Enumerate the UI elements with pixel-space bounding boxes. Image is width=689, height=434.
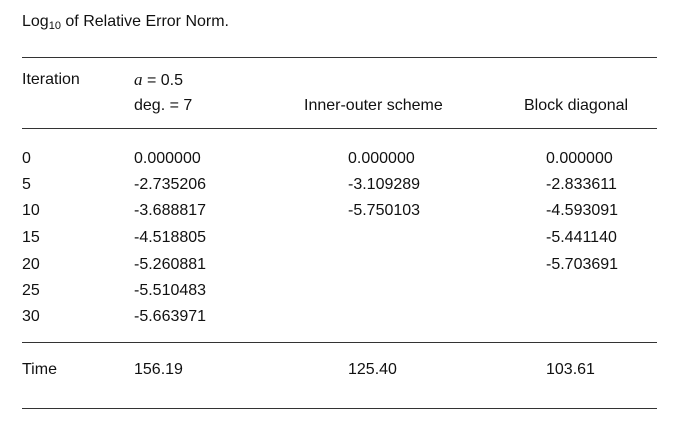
- iteration-cell: 5: [22, 176, 31, 193]
- time-poly: 156.19: [134, 361, 183, 378]
- time-block-diag: 103.61: [546, 361, 595, 378]
- time-inner-outer: 125.40: [348, 361, 397, 378]
- poly-cell: -4.518805: [134, 229, 207, 246]
- table-caption: Log10 of Relative Error Norm.: [22, 13, 229, 32]
- iteration-cell: 25: [22, 282, 40, 299]
- header-param: a = 0.5: [134, 70, 183, 91]
- iteration-cell: 0: [22, 150, 31, 167]
- caption-subscript: 10: [48, 20, 61, 32]
- inner-outer-cell: 0.000000: [348, 150, 415, 167]
- body-rule: [22, 342, 657, 343]
- poly-cell: -3.688817: [134, 202, 207, 219]
- iteration-cell: 15: [22, 229, 40, 246]
- poly-cell: -5.260881: [134, 256, 207, 273]
- block-diag-cell: 0.000000: [546, 150, 613, 167]
- header-rule: [22, 128, 657, 129]
- time-label: Time: [22, 361, 57, 378]
- block-diag-cell: -4.593091: [546, 202, 619, 219]
- block-diag-cell: -5.703691: [546, 256, 619, 273]
- block-diag-cell: -5.441140: [546, 229, 617, 246]
- header-iteration: Iteration: [22, 71, 80, 88]
- top-rule: [22, 57, 657, 58]
- iteration-cell: 30: [22, 308, 40, 325]
- iteration-cell: 10: [22, 202, 40, 219]
- caption-suffix: of Relative Error Norm.: [60, 13, 229, 30]
- header-degree: deg. = 7: [134, 97, 193, 114]
- caption-prefix: Log: [22, 13, 49, 30]
- poly-cell: -5.510483: [134, 282, 207, 299]
- bottom-rule: [22, 408, 657, 409]
- header-inner-outer: Inner-outer scheme: [304, 97, 443, 114]
- inner-outer-cell: -5.750103: [348, 202, 421, 219]
- poly-cell: -2.735206: [134, 176, 207, 193]
- poly-cell: -5.663971: [134, 308, 207, 325]
- inner-outer-cell: -3.109289: [348, 176, 421, 193]
- iteration-cell: 20: [22, 256, 40, 273]
- header-block-diagonal: Block diagonal: [524, 97, 629, 114]
- param-value: = 0.5: [142, 72, 183, 89]
- param-symbol: a: [134, 70, 143, 89]
- block-diag-cell: -2.833611: [546, 176, 617, 193]
- poly-cell: 0.000000: [134, 150, 201, 167]
